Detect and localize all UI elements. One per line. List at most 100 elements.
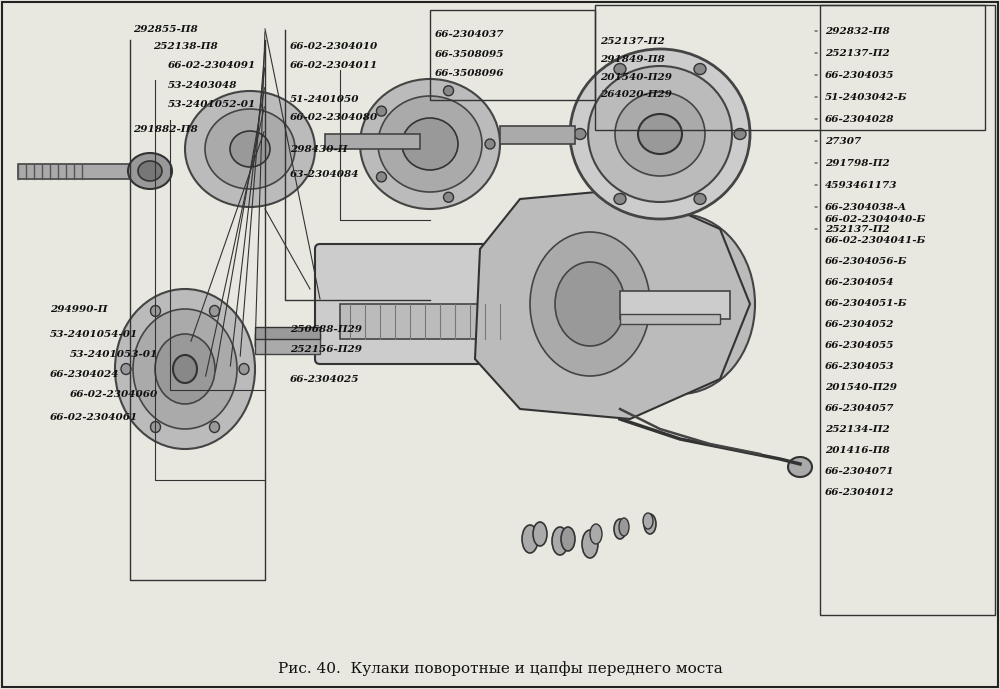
- Text: 4593461173: 4593461173: [825, 181, 898, 189]
- Ellipse shape: [644, 363, 654, 375]
- Text: 201540-П29: 201540-П29: [825, 382, 897, 391]
- Ellipse shape: [522, 525, 538, 553]
- Ellipse shape: [588, 66, 732, 202]
- Bar: [430, 10, 595, 100]
- Text: 201540-П29: 201540-П29: [600, 72, 672, 81]
- Text: 66-2304055: 66-2304055: [825, 340, 895, 349]
- Text: 27307: 27307: [825, 136, 861, 145]
- Text: 252137-П2: 252137-П2: [825, 48, 890, 57]
- Ellipse shape: [614, 519, 626, 539]
- Text: 51-2403042-Б: 51-2403042-Б: [825, 92, 908, 101]
- Ellipse shape: [605, 214, 755, 394]
- Text: 264020-П29: 264020-П29: [600, 90, 672, 99]
- Ellipse shape: [530, 232, 650, 376]
- Ellipse shape: [378, 96, 482, 192]
- Ellipse shape: [561, 527, 575, 551]
- Text: 66-2304071: 66-2304071: [825, 466, 895, 475]
- Text: 66-2304052: 66-2304052: [825, 320, 895, 329]
- Ellipse shape: [570, 49, 750, 219]
- Text: 292855-П8: 292855-П8: [133, 25, 198, 34]
- Ellipse shape: [185, 91, 315, 207]
- Bar: [18, 164, 138, 179]
- Bar: [255, 334, 320, 354]
- Text: 66-02-2304060: 66-02-2304060: [70, 389, 158, 398]
- Text: 66-2304054: 66-2304054: [825, 278, 895, 287]
- Ellipse shape: [402, 118, 458, 170]
- Ellipse shape: [614, 63, 626, 74]
- Text: 250688-П29: 250688-П29: [290, 325, 362, 333]
- Ellipse shape: [133, 309, 237, 429]
- Text: 298430-П: 298430-П: [290, 145, 348, 154]
- Ellipse shape: [650, 266, 710, 342]
- Text: 66-3508096: 66-3508096: [435, 68, 505, 77]
- Text: 66-02-2304091: 66-02-2304091: [168, 61, 256, 70]
- Ellipse shape: [614, 194, 626, 205]
- Text: 252137-П2: 252137-П2: [600, 37, 665, 45]
- Ellipse shape: [615, 92, 705, 176]
- Ellipse shape: [444, 192, 454, 203]
- Ellipse shape: [205, 109, 295, 189]
- Text: 252137-П2: 252137-П2: [825, 225, 890, 234]
- Text: 66-2304012: 66-2304012: [825, 488, 895, 497]
- Ellipse shape: [734, 129, 746, 139]
- Bar: [595, 5, 985, 130]
- Ellipse shape: [155, 334, 215, 404]
- Text: 66-3508095: 66-3508095: [435, 50, 505, 59]
- Ellipse shape: [638, 114, 682, 154]
- Ellipse shape: [150, 305, 160, 316]
- Bar: [820, 5, 995, 615]
- Ellipse shape: [485, 139, 495, 149]
- Ellipse shape: [788, 457, 812, 477]
- Ellipse shape: [555, 262, 625, 346]
- Ellipse shape: [360, 79, 500, 209]
- Text: 201416-П8: 201416-П8: [825, 446, 890, 455]
- Text: 66-02-2304041-Б: 66-02-2304041-Б: [825, 236, 926, 245]
- Ellipse shape: [574, 129, 586, 139]
- Text: 294990-П: 294990-П: [50, 305, 108, 313]
- Ellipse shape: [239, 364, 249, 375]
- Text: 252156-П29: 252156-П29: [290, 344, 362, 353]
- Text: 66-2304057: 66-2304057: [825, 404, 895, 413]
- Ellipse shape: [619, 518, 629, 536]
- Ellipse shape: [121, 364, 131, 375]
- Ellipse shape: [694, 63, 706, 74]
- Ellipse shape: [665, 286, 695, 322]
- Text: 252138-П8: 252138-П8: [153, 41, 218, 50]
- Ellipse shape: [210, 422, 220, 433]
- Ellipse shape: [644, 514, 656, 534]
- Text: 66-2304053: 66-2304053: [825, 362, 895, 371]
- Text: 66-2304056-Б: 66-2304056-Б: [825, 256, 908, 265]
- Bar: [620, 314, 720, 324]
- Ellipse shape: [173, 355, 197, 383]
- Text: 66-2304051-Б: 66-2304051-Б: [825, 298, 908, 307]
- Bar: [620, 291, 730, 319]
- Text: 66-2304024: 66-2304024: [50, 369, 120, 378]
- Bar: [255, 327, 320, 339]
- Text: 292832-П8: 292832-П8: [825, 26, 890, 36]
- Bar: [340, 304, 520, 339]
- Ellipse shape: [128, 153, 172, 189]
- Ellipse shape: [444, 85, 454, 96]
- Text: 291798-П2: 291798-П2: [825, 158, 890, 167]
- Ellipse shape: [230, 131, 270, 167]
- Text: 51-2401050: 51-2401050: [290, 94, 360, 103]
- Text: 66-02-2304040-Б: 66-02-2304040-Б: [825, 214, 926, 223]
- Ellipse shape: [138, 161, 162, 181]
- Text: 66-2304037: 66-2304037: [435, 30, 505, 39]
- Ellipse shape: [643, 513, 653, 529]
- Text: 66-02-2304010: 66-02-2304010: [290, 41, 378, 50]
- Ellipse shape: [533, 522, 547, 546]
- Text: 66-2304038-А: 66-2304038-А: [825, 203, 907, 212]
- Bar: [500, 126, 575, 144]
- Text: 53-2401052-01: 53-2401052-01: [168, 99, 256, 108]
- Text: 291849-П8: 291849-П8: [600, 54, 665, 63]
- Polygon shape: [475, 189, 750, 419]
- Ellipse shape: [115, 289, 255, 449]
- Ellipse shape: [150, 422, 160, 433]
- Ellipse shape: [582, 530, 598, 558]
- Text: Рис. 40.  Кулаки поворотные и цапфы переднего моста: Рис. 40. Кулаки поворотные и цапфы перед…: [278, 661, 722, 677]
- Text: 66-2304028: 66-2304028: [825, 114, 895, 123]
- Text: 53-2401054-01: 53-2401054-01: [50, 329, 138, 338]
- Text: 63-2304084: 63-2304084: [290, 169, 360, 178]
- Text: 53-2401053-01: 53-2401053-01: [70, 349, 158, 358]
